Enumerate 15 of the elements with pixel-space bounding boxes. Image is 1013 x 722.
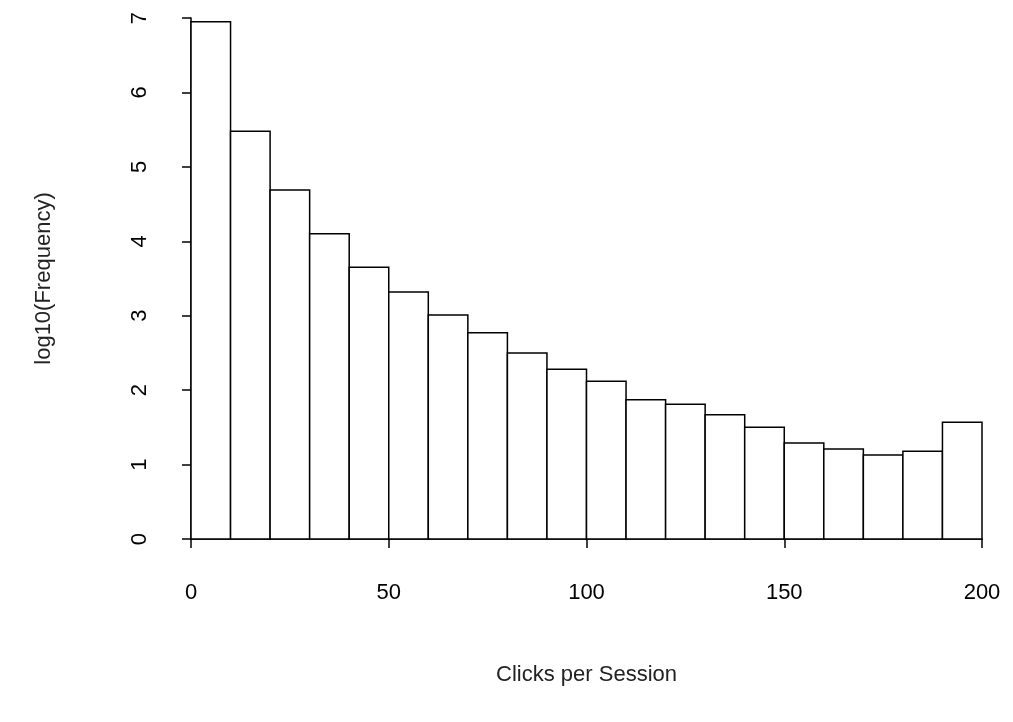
y-tick-label: 5 [125,160,151,173]
x-tick-label: 150 [765,578,803,604]
y-tick-label: 2 [125,384,151,397]
x-tick-label: 100 [568,578,605,604]
x-axis-title: Clicks per Session [496,660,677,686]
y-tick-label: 4 [125,235,151,248]
y-tick-label: 7 [125,11,151,25]
x-tick-label: 50 [376,578,401,604]
y-tick-label: 6 [125,86,151,99]
x-tick-label: 0 [184,578,198,604]
y-tick-label: 3 [125,309,151,322]
y-axis-title: log10(Frequency) [29,192,55,365]
y-tick-label: 1 [125,458,151,471]
y-tick-label: 0 [125,532,151,546]
x-tick-label: 200 [963,578,1001,604]
